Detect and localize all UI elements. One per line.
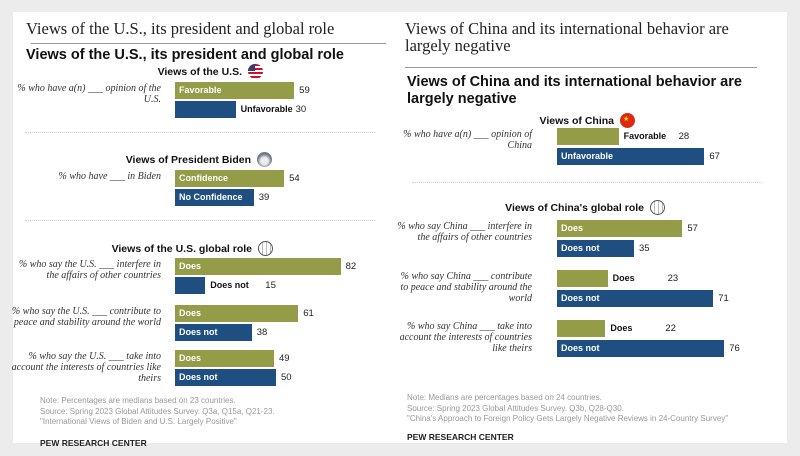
section-title: Views of President Biden bbox=[125, 154, 251, 166]
bar-label: Does bbox=[612, 273, 635, 283]
bar-value: 61 bbox=[303, 308, 314, 319]
group-label: % who have a(n) ___ opinion of China bbox=[403, 129, 532, 151]
bar-label: Favorable bbox=[179, 85, 222, 95]
bar-value: 57 bbox=[687, 223, 698, 234]
bar-label: Does bbox=[179, 353, 202, 363]
footnote: Note: Medians are percentages based on 2… bbox=[407, 393, 602, 402]
bar-label: Does not bbox=[210, 280, 249, 290]
section-title: Views of China's global role bbox=[505, 202, 644, 214]
header-rule bbox=[405, 67, 757, 68]
us-flag-icon bbox=[248, 64, 263, 79]
group-label: % who say the U.S. ___ interfere in the … bbox=[18, 259, 161, 281]
bar-favorable: Favorable bbox=[557, 128, 666, 145]
group-label: % who have ___ in Biden bbox=[58, 171, 161, 182]
footnote: Source: Spring 2023 Global Attitudes Sur… bbox=[40, 406, 275, 416]
footnote: Note: Percentages are medians based on 2… bbox=[40, 396, 236, 405]
section-divider bbox=[412, 182, 762, 183]
chart-header: Views of China and its international beh… bbox=[405, 19, 729, 55]
group-label: % who say the U.S. ___ take into account… bbox=[11, 351, 161, 384]
bar-value: 67 bbox=[709, 151, 720, 162]
bar-label: Unfavorable bbox=[561, 151, 614, 161]
bar-label: Does not bbox=[561, 243, 600, 253]
section-title: Views of the U.S. bbox=[157, 66, 242, 78]
bar-value: 49 bbox=[278, 353, 290, 364]
bar-does-not: Does not bbox=[557, 290, 714, 307]
bar-no-confidence: No Confidence bbox=[175, 189, 254, 206]
bar-favorable: Favorable bbox=[175, 82, 295, 99]
bar-label: No Confidence bbox=[179, 192, 243, 202]
bar-label: Does not bbox=[561, 293, 600, 303]
bar-does: Does bbox=[557, 270, 635, 287]
chart-title: Views of the U.S., its president and glo… bbox=[26, 47, 344, 63]
bar-value: 39 bbox=[258, 192, 270, 203]
bar-does-not: Does not bbox=[557, 240, 634, 257]
section-divider bbox=[25, 220, 375, 221]
group-label: % who say China ___ take into account th… bbox=[399, 321, 532, 354]
bar-label: Does bbox=[561, 223, 584, 233]
bar-value: 23 bbox=[667, 273, 679, 284]
bar-does: Does bbox=[557, 320, 632, 337]
source-credit: PEW RESEARCH CENTER bbox=[40, 438, 147, 448]
bar-label: Confidence bbox=[179, 173, 229, 183]
globe-icon bbox=[650, 200, 665, 215]
bar-label: Does not bbox=[179, 327, 218, 337]
bar-value: 28 bbox=[678, 131, 690, 142]
bar-label: Does bbox=[610, 323, 633, 333]
section-divider bbox=[25, 132, 375, 133]
bar-value: 82 bbox=[345, 261, 357, 272]
group-label: % who say China ___ contribute to peace … bbox=[400, 271, 532, 304]
bar-value: 50 bbox=[281, 372, 292, 383]
bar-value: 22 bbox=[665, 323, 676, 334]
bar-value: 76 bbox=[729, 343, 740, 354]
bar-does-not: Does not bbox=[175, 324, 252, 341]
bar-label: Does not bbox=[179, 372, 218, 382]
bar-value: 35 bbox=[639, 243, 650, 254]
section-title: Views of China bbox=[539, 115, 615, 127]
bar-label: Does not bbox=[561, 343, 600, 353]
bar-does: Does bbox=[175, 258, 341, 275]
chart-header: Views of the U.S., its president and glo… bbox=[26, 19, 335, 38]
bar-does-not: Does not bbox=[557, 340, 725, 357]
group-label: % who say China ___ interfere in the aff… bbox=[397, 221, 532, 243]
group-label: % who say the U.S. ___ contribute to pea… bbox=[11, 306, 161, 328]
globe-icon bbox=[258, 241, 273, 256]
bar-does: Does bbox=[175, 305, 299, 322]
bar-value: 59 bbox=[299, 85, 310, 96]
china-chart-card: Views of China and its international beh… bbox=[397, 12, 787, 443]
bar-value: 71 bbox=[718, 293, 729, 304]
china-flag-icon: ★ bbox=[620, 113, 635, 128]
footnote: Source: Spring 2023 Global Attitudes Sur… bbox=[407, 403, 624, 413]
chart-title: Views of China and its international beh… bbox=[407, 74, 742, 107]
bar-label: Does bbox=[179, 308, 202, 318]
header-rule bbox=[31, 43, 386, 44]
bar-confidence: Confidence bbox=[175, 170, 285, 187]
bar-label: Unfavorable bbox=[240, 104, 293, 114]
us-chart-card: Views of the U.S., its president and glo… bbox=[11, 12, 400, 448]
bar-unfavorable: Unfavorable bbox=[557, 148, 705, 165]
bar-value: 30 bbox=[295, 104, 307, 115]
bar-value: 15 bbox=[265, 280, 276, 291]
source-credit: PEW RESEARCH CENTER bbox=[407, 432, 514, 442]
bar-does-not: Does not bbox=[175, 277, 249, 294]
bar-value: 38 bbox=[256, 327, 268, 338]
white-house-icon bbox=[257, 152, 272, 167]
bar-does: Does bbox=[557, 220, 683, 237]
bar-does-not: Does not bbox=[175, 369, 276, 386]
bar-value: 54 bbox=[289, 173, 300, 184]
section-title: Views of the U.S. global role bbox=[111, 243, 252, 255]
bar-unfavorable: Unfavorable bbox=[175, 101, 293, 118]
group-label: % who have a(n) ___ opinion of the U.S. bbox=[17, 83, 161, 105]
bar-label: Favorable bbox=[623, 131, 667, 141]
bar-label: Does bbox=[179, 261, 202, 271]
footnote: "International Views of Biden and U.S. L… bbox=[40, 417, 237, 426]
footnote: "China's Approach to Foreign Policy Gets… bbox=[407, 414, 729, 423]
bar-does: Does bbox=[175, 350, 274, 367]
